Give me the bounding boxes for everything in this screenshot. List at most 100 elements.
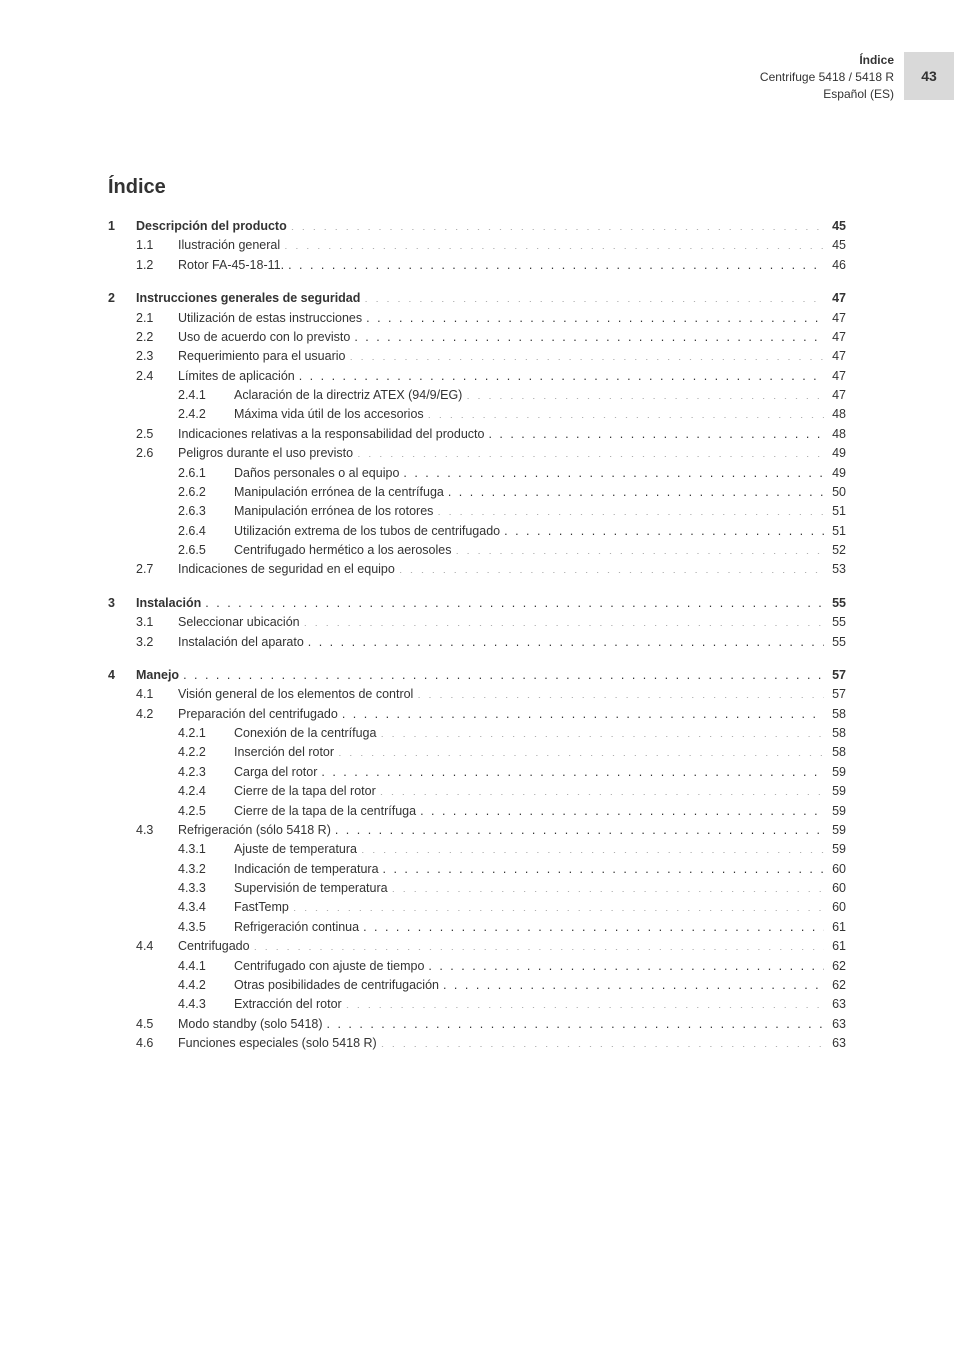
toc-entry-title: Seleccionar ubicación — [178, 613, 304, 632]
toc-entry-page: 63 — [824, 995, 846, 1014]
toc-section: 1Descripción del producto451.1Ilustració… — [108, 217, 846, 275]
toc-chapter-number: 3 — [108, 594, 136, 613]
toc-leader-dots — [504, 522, 824, 535]
toc-row: 2.6.2Manipulación errónea de la centrífu… — [108, 483, 846, 502]
toc-leader-dots — [284, 237, 824, 250]
toc-entry-page: 49 — [824, 464, 846, 483]
toc-leader-dots — [455, 542, 824, 555]
toc-leader-dots — [183, 666, 824, 679]
toc-entry-title: Preparación del centrifugado — [178, 705, 342, 724]
toc-section: 4Manejo574.1Visión general de los elemen… — [108, 666, 846, 1054]
toc-entry-page: 47 — [824, 347, 846, 366]
toc-entry-title: Otras posibilidades de centrifugación — [234, 976, 443, 995]
toc-entry-title: Instrucciones generales de seguridad — [136, 289, 364, 308]
toc-subsection-number: 2.6.4 — [178, 522, 234, 541]
header-language: Español (ES) — [760, 86, 894, 103]
toc-entry-title: Instalación del aparato — [178, 633, 308, 652]
toc-entry-title: Extracción del rotor — [234, 995, 346, 1014]
toc-section-number: 2.2 — [136, 328, 178, 347]
toc-section: 2Instrucciones generales de seguridad472… — [108, 289, 846, 580]
toc-row: 2.6.3Manipulación errónea de los rotores… — [108, 502, 846, 521]
toc-subsection-number: 2.4.2 — [178, 405, 234, 424]
toc-row: 4.3.4FastTemp60 — [108, 898, 846, 917]
toc-entry-page: 58 — [824, 724, 846, 743]
toc-row: 4.2.5Cierre de la tapa de la centrífuga5… — [108, 802, 846, 821]
toc-entry-page: 47 — [824, 386, 846, 405]
toc-leader-dots — [443, 976, 824, 989]
toc-entry-page: 55 — [824, 594, 846, 613]
header-title: Índice — [760, 52, 894, 69]
toc-leader-dots — [363, 918, 824, 931]
toc-section-number: 4.3 — [136, 821, 178, 840]
toc-leader-dots — [488, 425, 824, 438]
toc-entry-title: Funciones especiales (solo 5418 R) — [178, 1034, 381, 1053]
toc-entry-title: Conexión de la centrífuga — [234, 724, 380, 743]
toc-leader-dots — [293, 899, 824, 912]
toc-entry-title: Visión general de los elementos de contr… — [178, 685, 417, 704]
toc-section: 3Instalación553.1Seleccionar ubicación55… — [108, 594, 846, 652]
toc-entry-title: Carga del rotor — [234, 763, 321, 782]
toc-row: 2.6.1Daños personales o al equipo49 — [108, 464, 846, 483]
toc-entry-title: Manipulación errónea de la centrífuga — [234, 483, 448, 502]
toc-row: 4.4.3Extracción del rotor63 — [108, 995, 846, 1014]
toc-leader-dots — [366, 309, 824, 322]
toc-row: 4.2.2Inserción del rotor58 — [108, 743, 846, 762]
toc-row: 4.2.4Cierre de la tapa del rotor59 — [108, 782, 846, 801]
toc-leader-dots — [335, 821, 824, 834]
toc-entry-page: 51 — [824, 502, 846, 521]
toc-leader-dots — [342, 705, 824, 718]
toc-leader-dots — [381, 1035, 824, 1048]
toc-leader-dots — [448, 483, 824, 496]
toc-entry-page: 61 — [824, 918, 846, 937]
toc-section-number: 2.4 — [136, 367, 178, 386]
toc-subsection-number: 2.6.3 — [178, 502, 234, 521]
toc-leader-dots — [417, 686, 824, 699]
toc-entry-title: Supervisión de temperatura — [234, 879, 392, 898]
toc-entry-page: 45 — [824, 236, 846, 255]
toc-leader-dots — [380, 783, 824, 796]
toc-entry-title: Refrigeración (sólo 5418 R) — [178, 821, 335, 840]
toc-subsection-number: 4.2.5 — [178, 802, 234, 821]
toc-section-number: 4.6 — [136, 1034, 178, 1053]
toc-section-number: 1.1 — [136, 236, 178, 255]
toc-subsection-number: 4.2.2 — [178, 743, 234, 762]
toc-row: 3.2Instalación del aparato55 — [108, 633, 846, 652]
toc-entry-page: 49 — [824, 444, 846, 463]
toc-entry-title: FastTemp — [234, 898, 293, 917]
toc-leader-dots — [437, 503, 824, 516]
toc-leader-dots — [357, 445, 824, 458]
toc-entry-page: 59 — [824, 763, 846, 782]
toc-leader-dots — [383, 860, 824, 873]
toc-row: 3Instalación55 — [108, 594, 846, 613]
toc-leader-dots — [361, 841, 824, 854]
toc-leader-dots — [254, 938, 824, 951]
toc-entry-title: Modo standby (solo 5418) — [178, 1015, 327, 1034]
toc-entry-title: Rotor FA-45-18-11. — [178, 256, 288, 275]
toc-entry-page: 47 — [824, 309, 846, 328]
toc-subsection-number: 4.2.1 — [178, 724, 234, 743]
toc-section-number: 4.1 — [136, 685, 178, 704]
toc-leader-dots — [420, 802, 824, 815]
toc-section-number: 4.4 — [136, 937, 178, 956]
toc-row: 2.6.5Centrifugado hermético a los aeroso… — [108, 541, 846, 560]
toc-entry-page: 55 — [824, 633, 846, 652]
toc-entry-page: 62 — [824, 957, 846, 976]
toc-entry-page: 60 — [824, 898, 846, 917]
toc-row: 1.2Rotor FA-45-18-11.46 — [108, 256, 846, 275]
toc-leader-dots — [291, 218, 824, 231]
toc-row: 2.4.1Aclaración de la directriz ATEX (94… — [108, 386, 846, 405]
toc-entry-page: 50 — [824, 483, 846, 502]
toc-entry-page: 47 — [824, 328, 846, 347]
toc-row: 4.4.1Centrifugado con ajuste de tiempo62 — [108, 957, 846, 976]
toc-entry-page: 46 — [824, 256, 846, 275]
toc-leader-dots — [399, 561, 824, 574]
toc-entry-page: 57 — [824, 685, 846, 704]
toc-chapter-number: 2 — [108, 289, 136, 308]
toc-leader-dots — [428, 406, 824, 419]
toc-leader-dots — [308, 633, 824, 646]
page-number-tab: 43 — [904, 52, 954, 100]
toc-row: 2Instrucciones generales de seguridad47 — [108, 289, 846, 308]
toc-entry-page: 60 — [824, 879, 846, 898]
toc-entry-page: 48 — [824, 425, 846, 444]
toc-entry-page: 45 — [824, 217, 846, 236]
